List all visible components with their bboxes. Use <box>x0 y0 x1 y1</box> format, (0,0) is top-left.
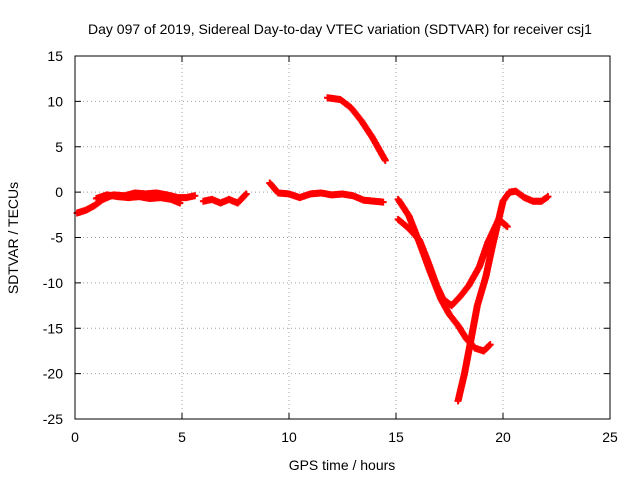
data-point <box>544 193 552 201</box>
grid <box>75 56 610 419</box>
series-track-5 <box>324 94 389 164</box>
series-track-2 <box>92 191 184 207</box>
y-axis-label: SDTVAR / TECUs <box>5 182 21 294</box>
tick-layer: 0 5 10 15 20 25 -25 -20 -15 -10 -5 0 5 10 15 <box>43 48 618 445</box>
series-track-6 <box>394 195 494 355</box>
data-point <box>485 342 493 350</box>
x-tick-label: 25 <box>602 429 618 445</box>
data-point <box>242 190 250 198</box>
data-point <box>381 156 389 164</box>
x-tick-label: 5 <box>178 429 186 445</box>
y-tick-label: -25 <box>43 411 63 427</box>
y-tick-label: -20 <box>43 366 63 382</box>
y-tick-label: 0 <box>55 184 63 200</box>
series-track-3 <box>199 190 250 207</box>
y-tick-label: 5 <box>55 139 63 155</box>
x-tick-label: 10 <box>281 429 297 445</box>
y-tick-label: 15 <box>47 48 63 64</box>
x-tick-label: 15 <box>388 429 404 445</box>
data-point <box>191 192 199 200</box>
data-point <box>486 341 494 349</box>
y-tick-label: -10 <box>43 275 63 291</box>
y-tick-label: 10 <box>47 93 63 109</box>
data-point <box>241 191 249 199</box>
x-axis-label: GPS time / hours <box>289 457 396 473</box>
data-point <box>176 199 184 207</box>
data-point <box>503 223 511 231</box>
chart-title: Day 097 of 2019, Sidereal Day-to-day VTE… <box>88 21 592 37</box>
y-tick-label: -15 <box>43 320 63 336</box>
data-layer <box>73 94 552 405</box>
series-track-4 <box>266 179 387 206</box>
y-tick-label: -5 <box>51 230 64 246</box>
x-tick-label: 0 <box>71 429 79 445</box>
x-tick-label: 20 <box>495 429 511 445</box>
series-track-8 <box>454 187 552 405</box>
data-point <box>379 198 387 206</box>
